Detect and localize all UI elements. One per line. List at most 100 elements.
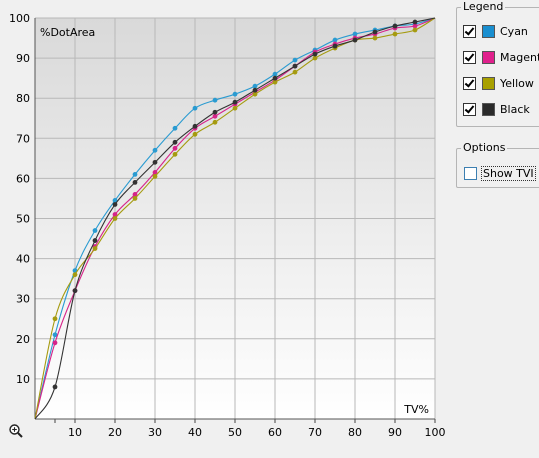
black-data-point bbox=[292, 63, 298, 69]
cyan-data-point bbox=[112, 198, 118, 203]
y-tick-label: 70 bbox=[16, 132, 30, 145]
yellow-data-point bbox=[132, 196, 138, 201]
yellow-data-point bbox=[272, 79, 278, 85]
yellow-data-point bbox=[392, 31, 398, 37]
cyan-data-point bbox=[332, 37, 338, 43]
tick-labels: 10 20 30 40 50 60 70 80 90 100 10 20 30 40 50 60 70 80 90 1… bbox=[9, 12, 446, 439]
black-data-point bbox=[252, 87, 258, 93]
yellow-checkbox[interactable] bbox=[463, 76, 476, 90]
magenta-checkbox[interactable] bbox=[463, 50, 476, 64]
x-tick-label: 70 bbox=[308, 426, 322, 439]
x-tick-label: 10 bbox=[68, 426, 82, 439]
cyan-data-point bbox=[152, 147, 158, 153]
legend-item-magenta[interactable]: Magenta bbox=[463, 48, 539, 66]
legend-title: Legend bbox=[461, 0, 506, 13]
x-tick-label: 90 bbox=[388, 426, 402, 439]
show-tvi-option[interactable]: Show TVI bbox=[464, 164, 536, 182]
cyan-data-point bbox=[132, 171, 138, 177]
x-axis-label: TV% bbox=[403, 403, 429, 416]
x-tick-label: 60 bbox=[268, 426, 282, 439]
options-group: Options Show TVI bbox=[456, 141, 539, 188]
show-tvi-label: Show TVI bbox=[481, 165, 536, 181]
yellow-data-point bbox=[312, 55, 318, 61]
cyan-data-point bbox=[212, 97, 218, 103]
black-data-point bbox=[272, 75, 278, 81]
cyan-checkbox[interactable] bbox=[463, 24, 476, 38]
cyan-data-point bbox=[172, 125, 178, 131]
cyan-data-point bbox=[352, 31, 358, 37]
magnifier-plus-icon[interactable] bbox=[9, 424, 23, 438]
yellow-data-point bbox=[232, 105, 238, 111]
y-tick-label: 20 bbox=[16, 333, 30, 346]
y-tick-label: 50 bbox=[16, 213, 30, 226]
magenta-data-point bbox=[132, 192, 138, 197]
yellow-data-point bbox=[212, 119, 218, 125]
yellow-data-point bbox=[112, 216, 118, 221]
black-swatch bbox=[482, 102, 495, 116]
legend-item-black[interactable]: Black bbox=[463, 100, 530, 118]
yellow-data-point bbox=[52, 316, 58, 322]
yellow-swatch bbox=[482, 76, 495, 90]
legend-label: Black bbox=[500, 102, 530, 116]
legend-item-cyan[interactable]: Cyan bbox=[463, 22, 528, 40]
black-data-point bbox=[72, 288, 78, 294]
yellow-data-point bbox=[192, 131, 198, 137]
legend-item-yellow[interactable]: Yellow bbox=[463, 74, 534, 92]
options-title: Options bbox=[461, 141, 508, 154]
yellow-data-point bbox=[72, 272, 78, 278]
magenta-data-point bbox=[112, 212, 118, 217]
black-data-point bbox=[112, 202, 118, 207]
yellow-data-point bbox=[152, 173, 158, 179]
magenta-data-point bbox=[212, 113, 218, 119]
cyan-data-point bbox=[92, 228, 98, 233]
x-tick-label: 20 bbox=[108, 426, 122, 439]
yellow-data-point bbox=[172, 151, 178, 157]
x-tick-label: 40 bbox=[188, 426, 202, 439]
black-data-point bbox=[92, 238, 98, 243]
black-data-point bbox=[152, 159, 158, 165]
black-data-point bbox=[332, 43, 338, 49]
show-tvi-checkbox[interactable] bbox=[464, 166, 477, 180]
magenta-data-point bbox=[412, 23, 418, 29]
yellow-data-point bbox=[292, 69, 298, 75]
legend-group: Legend Cyan Magenta Yellow Black bbox=[456, 0, 539, 127]
magenta-data-point bbox=[152, 169, 158, 175]
black-data-point bbox=[392, 23, 398, 29]
black-data-point bbox=[52, 384, 58, 390]
series-layer bbox=[34, 17, 436, 420]
black-data-point bbox=[372, 29, 378, 35]
magenta-data-point bbox=[52, 340, 58, 346]
y-tick-label: 30 bbox=[16, 293, 30, 306]
x-tick-label: 30 bbox=[148, 426, 162, 439]
y-tick-label: 10 bbox=[16, 373, 30, 386]
y-axis-label: %DotArea bbox=[40, 26, 95, 39]
black-checkbox[interactable] bbox=[463, 102, 476, 116]
x-tick-label: 80 bbox=[348, 426, 362, 439]
black-data-point bbox=[232, 99, 238, 105]
cyan-data-point bbox=[292, 57, 298, 63]
cyan-data-point bbox=[52, 332, 58, 338]
black-data-point bbox=[172, 139, 178, 145]
black-data-point bbox=[412, 19, 418, 25]
yellow-data-point bbox=[92, 246, 98, 251]
y-tick-label: 80 bbox=[16, 92, 30, 105]
legend-label: Yellow bbox=[500, 76, 534, 90]
cyan-data-point bbox=[232, 91, 238, 97]
x-tick-label: 50 bbox=[228, 426, 242, 439]
magenta-swatch bbox=[482, 50, 495, 64]
cyan-data-point bbox=[252, 83, 258, 89]
y-tick-label: 90 bbox=[16, 52, 30, 65]
tvi-chart[interactable]: 10 20 30 40 50 60 70 80 90 100 10 20 30 40 50 60 70 80 90 1… bbox=[0, 0, 450, 458]
legend-label: Cyan bbox=[500, 24, 528, 38]
legend-label: Magenta bbox=[500, 50, 539, 64]
black-data-point bbox=[212, 109, 218, 115]
yellow-data-point bbox=[372, 35, 378, 41]
cyan-swatch bbox=[482, 24, 495, 38]
grid bbox=[34, 17, 436, 423]
black-data-point bbox=[312, 51, 318, 57]
y-tick-label: 60 bbox=[16, 172, 30, 185]
yellow-data-point bbox=[412, 27, 418, 33]
black-data-point bbox=[352, 37, 358, 43]
black-data-point bbox=[192, 123, 198, 129]
black-data-point bbox=[132, 180, 138, 185]
